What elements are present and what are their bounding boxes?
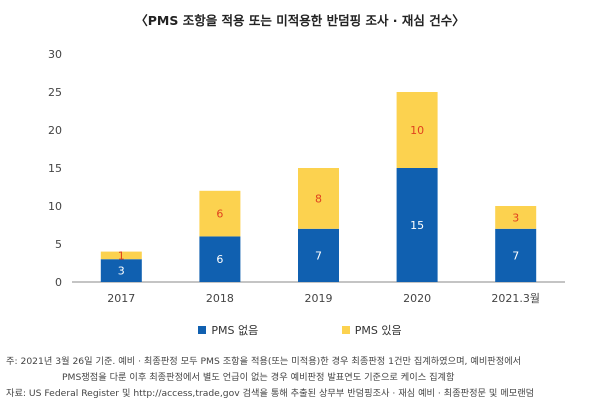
data-label: 3 (512, 211, 519, 224)
chart-title: 〈PMS 조항을 적용 또는 미적용한 반덤핑 조사 · 재심 건수〉 (135, 13, 465, 28)
bar-segment (100, 259, 142, 282)
legend-item-pms-none: PMS 없음 (198, 322, 258, 338)
data-label: 7 (512, 249, 519, 262)
data-label: 8 (315, 192, 322, 205)
y-tick-label: 25 (48, 86, 62, 99)
legend-item-pms-yes: PMS 있음 (341, 322, 402, 338)
bar-segment (396, 92, 438, 168)
legend-label-pms-none: PMS 없음 (211, 324, 259, 337)
legend-swatch-pms-yes (341, 326, 350, 334)
bar-segment (298, 228, 339, 282)
stacked-bar-chart: 0 5 10 15 20 25 30 3 1 2017 6 6 2018 7 8 2019 15 10 2020 7 3… (48, 48, 565, 305)
legend-swatch-pms-none (198, 326, 207, 334)
data-label: 6 (216, 253, 223, 266)
data-label: 7 (315, 249, 322, 262)
source-line: 자료: US Federal Register 및 http://access,… (6, 388, 535, 399)
y-tick-label: 30 (48, 48, 62, 61)
bar-segment (298, 168, 339, 229)
bar-segment (199, 236, 241, 282)
x-tick-label: 2019 (305, 292, 333, 305)
x-tick-label: 2018 (206, 292, 234, 305)
y-tick-label: 10 (48, 200, 62, 213)
data-label: 3 (118, 265, 125, 278)
data-label: 1 (118, 249, 125, 262)
bar-segment (495, 206, 537, 229)
note-line-1: 주: 2021년 3월 26일 기준. 예비 · 최종판정 모두 PMS 조항을… (6, 356, 522, 367)
chart-notes: 주: 2021년 3월 26일 기준. 예비 · 최종판정 모두 PMS 조항을… (6, 354, 596, 402)
data-label: 15 (410, 219, 424, 232)
x-tick-label: 2017 (107, 292, 135, 305)
data-label: 10 (410, 124, 424, 137)
y-tick-label: 15 (48, 162, 62, 175)
chart-legend: PMS 없음 PMS 있음 (0, 322, 600, 338)
bar-segment (100, 251, 142, 260)
x-tick-label: 2020 (403, 292, 431, 305)
x-tick-label: 2021.3월 (491, 292, 540, 305)
note-line-2: PMS쟁점을 다룬 이후 최종판정에서 별도 언급이 없는 경우 예비판정 발표… (62, 372, 455, 383)
bar-segment (495, 228, 537, 282)
y-tick-label: 20 (48, 124, 62, 137)
data-label: 6 (216, 208, 223, 221)
bar-segment (199, 190, 241, 237)
legend-label-pms-yes: PMS 있음 (354, 324, 402, 337)
y-tick-label: 0 (55, 276, 62, 289)
bar-segment (396, 168, 438, 282)
y-tick-label: 5 (55, 238, 62, 251)
